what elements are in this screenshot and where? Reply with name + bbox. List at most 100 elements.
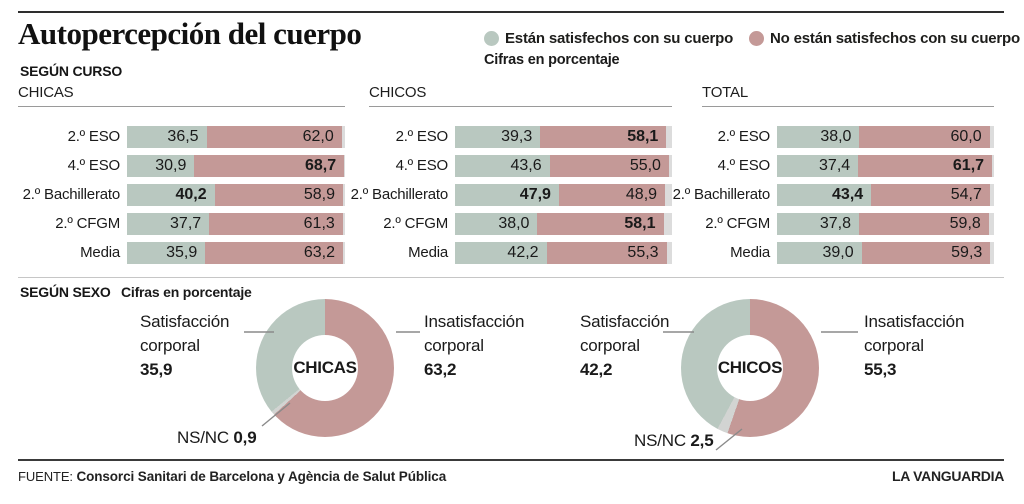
footer: FUENTE: Consorci Sanitari de Barcelona y…	[18, 459, 1004, 484]
category-label: Media	[80, 244, 120, 261]
bar-row: 2.º CFGM 37,7 61,3	[18, 213, 345, 235]
unsatisfied-segment: 61,7	[858, 155, 993, 177]
stacked-bar: 40,2 58,9	[127, 184, 345, 206]
brand-logo: LA VANGUARDIA	[892, 468, 1004, 484]
donut-center-label: CHICOS	[717, 358, 783, 377]
bar-row: 2.º ESO 36,5 62,0	[18, 126, 345, 148]
category-label: 4.º ESO	[717, 157, 771, 174]
satisfied-segment: 40,2	[127, 184, 215, 206]
stacked-bar: 30,9 68,7	[127, 155, 345, 177]
donut-hole: CHICAS	[292, 335, 358, 401]
satisfied-segment: 37,7	[127, 213, 210, 235]
category-label: 2.º ESO	[395, 128, 449, 145]
unsatisfied-segment: 58,9	[214, 184, 344, 206]
unsatisfied-segment: 68,7	[194, 155, 345, 177]
satisfied-segment: 38,0	[777, 126, 860, 148]
category-label: 2.º ESO	[67, 128, 121, 145]
units-note: Cifras en porcentaje	[484, 52, 620, 68]
unsatisfied-segment: 59,3	[861, 242, 991, 264]
chicos-insatisfaction-label: Insatisfacción corporal 55,3	[864, 312, 965, 379]
stacked-bar: 39,0 59,3	[777, 242, 994, 264]
legend-item-satisfied: Están satisfechos con su cuerpo	[484, 30, 733, 47]
satisfied-segment: 47,9	[455, 184, 559, 206]
bar-row: 4.º ESO 43,6 55,0	[348, 155, 672, 177]
unsatisfied-segment: 61,3	[209, 213, 343, 235]
unsatisfied-segment: 60,0	[859, 126, 990, 148]
stacked-bar: 39,3 58,1	[455, 126, 672, 148]
satisfied-dot-icon	[484, 31, 499, 46]
satisfied-segment: 42,2	[455, 242, 547, 264]
bar-row: 4.º ESO 30,9 68,7	[18, 155, 345, 177]
satisfied-segment: 43,4	[777, 184, 872, 206]
bar-chart-total: TOTAL 2.º ESO 38,0 60,0 4.º ESO 37,4 61,7 2.º …	[668, 84, 994, 271]
units-note-sexo: Cifras en porcentaje	[121, 284, 252, 300]
category-label: Media	[730, 244, 770, 261]
legend: Están satisfechos con su cuerpo No están…	[484, 30, 1020, 68]
bar-row: 2.º Bachillerato 40,2 58,9	[18, 184, 345, 206]
donut-center-label: CHICAS	[293, 358, 357, 377]
chicos-satisfaction-label: Satisfacción corporal 42,2	[580, 312, 670, 379]
source-text: Consorci Sanitari de Barcelona y Agència…	[76, 469, 447, 484]
satisfied-segment: 37,8	[777, 213, 860, 235]
stacked-bar: 37,4 61,7	[777, 155, 994, 177]
satisfied-segment: 35,9	[127, 242, 206, 264]
unsatisfied-segment: 54,7	[871, 184, 990, 206]
bar-row: 2.º CFGM 37,8 59,8	[668, 213, 994, 235]
unsatisfied-segment: 58,1	[540, 126, 667, 148]
bar-row: 2.º Bachillerato 47,9 48,9	[348, 184, 672, 206]
unsatisfied-segment: 58,1	[537, 213, 664, 235]
page-title: Autopercepción del cuerpo	[18, 16, 362, 51]
bar-row: 2.º ESO 38,0 60,0	[668, 126, 994, 148]
top-rule	[18, 11, 1004, 13]
satisfied-segment: 38,0	[455, 213, 538, 235]
stacked-bar: 38,0 60,0	[777, 126, 994, 148]
unsatisfied-segment: 63,2	[205, 242, 344, 264]
bar-rows: 2.º ESO 36,5 62,0 4.º ESO 30,9 68,7 2.º Bachil…	[18, 126, 345, 264]
legend-unsatisfied-label: No están satisfechos con su cuerpo	[770, 30, 1020, 47]
unsatisfied-dot-icon	[749, 31, 765, 46]
unsatisfied-segment: 62,0	[206, 126, 342, 148]
category-label: 4.º ESO	[67, 157, 121, 174]
group-header-total: TOTAL	[702, 84, 994, 107]
stacked-bar: 37,7 61,3	[127, 213, 345, 235]
satisfied-segment: 39,3	[455, 126, 541, 148]
section-heading-sexo: SEGÚN SEXO	[20, 284, 111, 300]
satisfied-segment: 30,9	[127, 155, 195, 177]
category-label: 2.º Bachillerato	[350, 186, 449, 203]
chicas-insatisfaction-label: Insatisfacción corporal 63,2	[424, 312, 525, 379]
satisfied-segment: 37,4	[777, 155, 859, 177]
donut-chart-chicos: CHICOS	[681, 299, 819, 437]
category-label: 2.º CFGM	[55, 215, 120, 232]
satisfied-segment: 39,0	[777, 242, 862, 264]
stacked-bar: 43,4 54,7	[777, 184, 994, 206]
bar-row: 2.º CFGM 38,0 58,1	[348, 213, 672, 235]
chicas-nsnc-label: NS/NC 0,9	[177, 428, 257, 447]
bar-chart-chicos: CHICOS 2.º ESO 39,3 58,1 4.º ESO 43,6 55,0 2.º…	[348, 84, 672, 271]
category-label: 2.º ESO	[717, 128, 771, 145]
unsatisfied-segment: 55,3	[546, 242, 667, 264]
category-label: 2.º CFGM	[705, 215, 770, 232]
legend-row: Están satisfechos con su cuerpo No están…	[484, 30, 1020, 47]
bar-row: Media 39,0 59,3	[668, 242, 994, 264]
source-note: FUENTE: Consorci Sanitari de Barcelona y…	[18, 469, 446, 484]
donut-chart-chicas: CHICAS	[256, 299, 394, 437]
bar-row: 4.º ESO 37,4 61,7	[668, 155, 994, 177]
unsatisfied-segment: 55,0	[549, 155, 669, 177]
donut-hole: CHICOS	[717, 335, 783, 401]
satisfied-segment: 36,5	[127, 126, 207, 148]
section-divider	[18, 277, 1004, 278]
stacked-bar: 43,6 55,0	[455, 155, 672, 177]
stacked-bar: 36,5 62,0	[127, 126, 345, 148]
satisfied-segment: 43,6	[455, 155, 550, 177]
group-header-chicas: CHICAS	[18, 84, 345, 107]
legend-item-unsatisfied: No están satisfechos con su cuerpo	[749, 30, 1020, 47]
stacked-bar: 47,9 48,9	[455, 184, 672, 206]
group-header-chicos: CHICOS	[369, 84, 672, 107]
unsatisfied-segment: 48,9	[558, 184, 666, 206]
stacked-bar: 42,2 55,3	[455, 242, 672, 264]
bar-row: 2.º Bachillerato 43,4 54,7	[668, 184, 994, 206]
source-label: FUENTE:	[18, 469, 73, 484]
stacked-bar: 38,0 58,1	[455, 213, 672, 235]
category-label: 2.º Bachillerato	[22, 186, 121, 203]
